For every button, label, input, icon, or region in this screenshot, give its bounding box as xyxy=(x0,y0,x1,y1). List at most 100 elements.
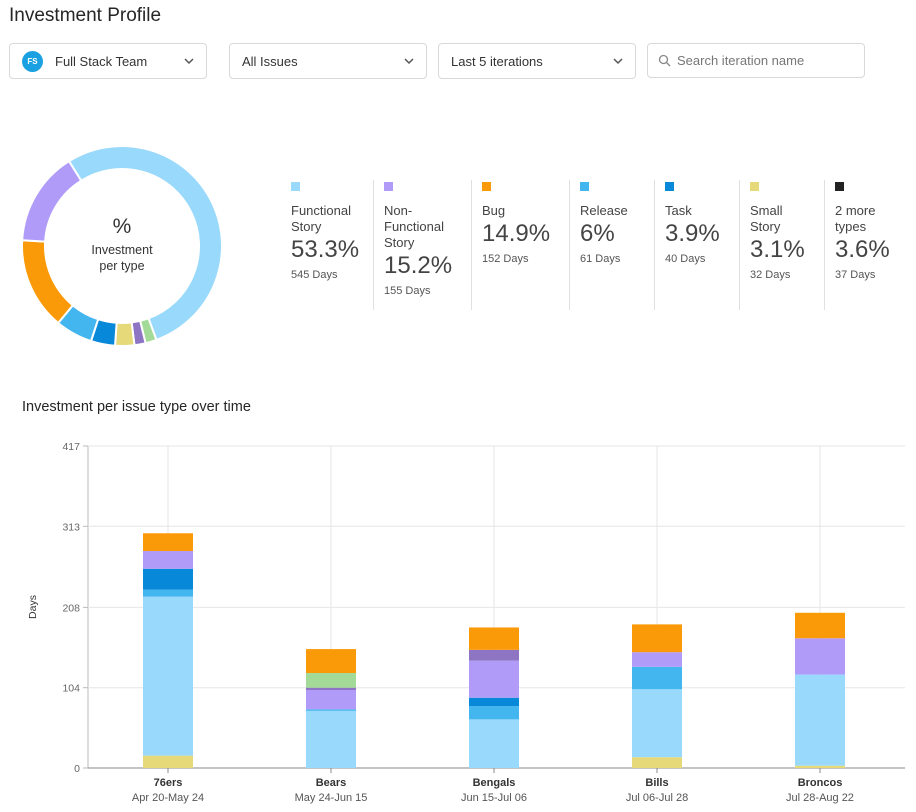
bar-segment[interactable] xyxy=(143,568,193,590)
legend-type-name: Task xyxy=(665,203,739,219)
bar-segment[interactable] xyxy=(306,673,356,688)
bar-segment[interactable] xyxy=(469,649,519,661)
legend-days: 155 Days xyxy=(384,285,431,297)
search-box[interactable] xyxy=(647,43,865,78)
legend-type-name-line: Functional xyxy=(291,203,351,218)
legend-swatch xyxy=(835,182,844,191)
bar-segment[interactable] xyxy=(306,687,356,691)
search-input[interactable] xyxy=(677,53,857,68)
legend-type-name: Small Story xyxy=(750,203,824,235)
legend-days: 152 Days xyxy=(482,253,529,265)
team-dropdown[interactable]: FS Full Stack Team xyxy=(9,43,207,79)
legend-type-name-line: 2 more xyxy=(835,203,876,218)
legend-swatch xyxy=(384,182,393,191)
x-tick-label: Bears xyxy=(316,777,347,789)
legend-item: Bug 14.9% 152 Days xyxy=(471,180,569,310)
donut-center-label: % Investment per type xyxy=(21,215,223,274)
x-tick-sublabel: Jul 06-Jul 28 xyxy=(626,792,688,804)
legend-type-name: Functional Story xyxy=(291,203,373,235)
x-tick-sublabel: May 24-Jun 15 xyxy=(295,792,368,804)
legend-item: Task 3.9% 40 Days xyxy=(654,180,739,310)
legend-days: 32 Days xyxy=(750,269,791,281)
bar-segment[interactable] xyxy=(469,627,519,650)
investment-donut-chart xyxy=(21,145,223,347)
bar-segment[interactable] xyxy=(632,652,682,667)
legend-days: 61 Days xyxy=(580,253,621,265)
legend-type-name-line: Small xyxy=(750,203,783,218)
x-tick-sublabel: Apr 20-May 24 xyxy=(132,792,204,804)
legend-item: Release 6% 61 Days xyxy=(569,180,654,310)
donut-center-caption: Investment per type xyxy=(91,243,153,273)
chart-title: Investment per issue type over time xyxy=(22,399,251,415)
legend-percent: 14.9% xyxy=(482,220,551,247)
legend-type-name-line: Functional xyxy=(384,219,444,234)
bar-segment[interactable] xyxy=(469,719,519,768)
legend-type-name-line: types xyxy=(835,219,867,234)
legend-item: Small Story 3.1% 32 Days xyxy=(739,180,824,310)
iterations-dropdown-label: Last 5 iterations xyxy=(451,53,543,69)
bar-segment[interactable] xyxy=(632,689,682,758)
legend-percent: 53.3% xyxy=(291,236,360,263)
x-tick-label: Bills xyxy=(645,777,668,789)
legend-days: 545 Days xyxy=(291,269,338,281)
y-axis-title: Days xyxy=(27,595,39,619)
bar-segment[interactable] xyxy=(306,710,356,768)
legend-percent: 6% xyxy=(580,220,615,247)
bar-segment[interactable] xyxy=(306,690,356,710)
search-icon xyxy=(658,54,671,67)
iterations-dropdown[interactable]: Last 5 iterations xyxy=(438,43,636,79)
legend-days: 37 Days xyxy=(835,269,876,281)
bar-segment[interactable] xyxy=(143,589,193,597)
legend-type-name-line: Story xyxy=(750,219,781,234)
bar-segment[interactable] xyxy=(143,755,193,768)
x-tick-label: 76ers xyxy=(154,777,183,789)
legend-days: 40 Days xyxy=(665,253,706,265)
bar-segment[interactable] xyxy=(469,660,519,698)
x-tick-sublabel: Jul 28-Aug 22 xyxy=(786,792,854,804)
donut-segment xyxy=(113,321,136,347)
legend-item: 2 more types 3.6% 37 Days xyxy=(824,180,894,310)
team-dropdown-label: Full Stack Team xyxy=(55,53,148,69)
legend-type-name-line: Story xyxy=(291,219,322,234)
y-tick-label: 104 xyxy=(62,683,80,695)
bar-segment[interactable] xyxy=(143,551,193,569)
investment-legend: Functional Story 53.3% 545 Days Non- Function… xyxy=(281,180,894,310)
y-tick-label: 0 xyxy=(74,763,80,775)
donut-center-symbol: % xyxy=(112,215,132,238)
bar-segment[interactable] xyxy=(469,697,519,707)
y-tick-label: 313 xyxy=(62,521,80,533)
issues-dropdown-label: All Issues xyxy=(242,53,298,69)
bar-segment[interactable] xyxy=(795,612,845,639)
bar-segment[interactable] xyxy=(306,709,356,711)
bar-segment[interactable] xyxy=(306,649,356,674)
issues-dropdown[interactable]: All Issues xyxy=(229,43,427,79)
page-title: Investment Profile xyxy=(9,5,162,26)
legend-type-name: Bug xyxy=(482,203,569,219)
donut-segment xyxy=(67,145,223,342)
x-tick-label: Bengals xyxy=(473,777,516,789)
legend-swatch xyxy=(291,182,300,191)
legend-type-name-line: Non- xyxy=(384,203,413,218)
x-tick-sublabel: Jun 15-Jul 06 xyxy=(461,792,527,804)
bar-segment[interactable] xyxy=(143,533,193,552)
legend-type-name: Non- Functional Story xyxy=(384,203,471,251)
legend-item: Functional Story 53.3% 545 Days xyxy=(281,180,373,310)
bar-segment[interactable] xyxy=(143,596,193,756)
legend-type-name-line: Bug xyxy=(482,203,506,218)
donut-segment xyxy=(21,159,83,243)
chevron-down-icon xyxy=(613,58,623,65)
y-tick-label: 208 xyxy=(62,602,80,614)
bar-segment[interactable] xyxy=(795,638,845,675)
team-avatar: FS xyxy=(22,50,43,72)
bar-segment[interactable] xyxy=(632,624,682,653)
bar-segment[interactable] xyxy=(795,674,845,766)
legend-item: Non- Functional Story 15.2% 155 Days xyxy=(373,180,471,310)
bar-segment[interactable] xyxy=(632,757,682,768)
bar-segment[interactable] xyxy=(632,666,682,690)
bar-segment[interactable] xyxy=(469,706,519,720)
legend-swatch xyxy=(665,182,674,191)
bar-segment[interactable] xyxy=(795,765,845,768)
legend-percent: 15.2% xyxy=(384,252,453,279)
legend-type-name: 2 more types xyxy=(835,203,894,235)
legend-percent: 3.1% xyxy=(750,236,805,263)
